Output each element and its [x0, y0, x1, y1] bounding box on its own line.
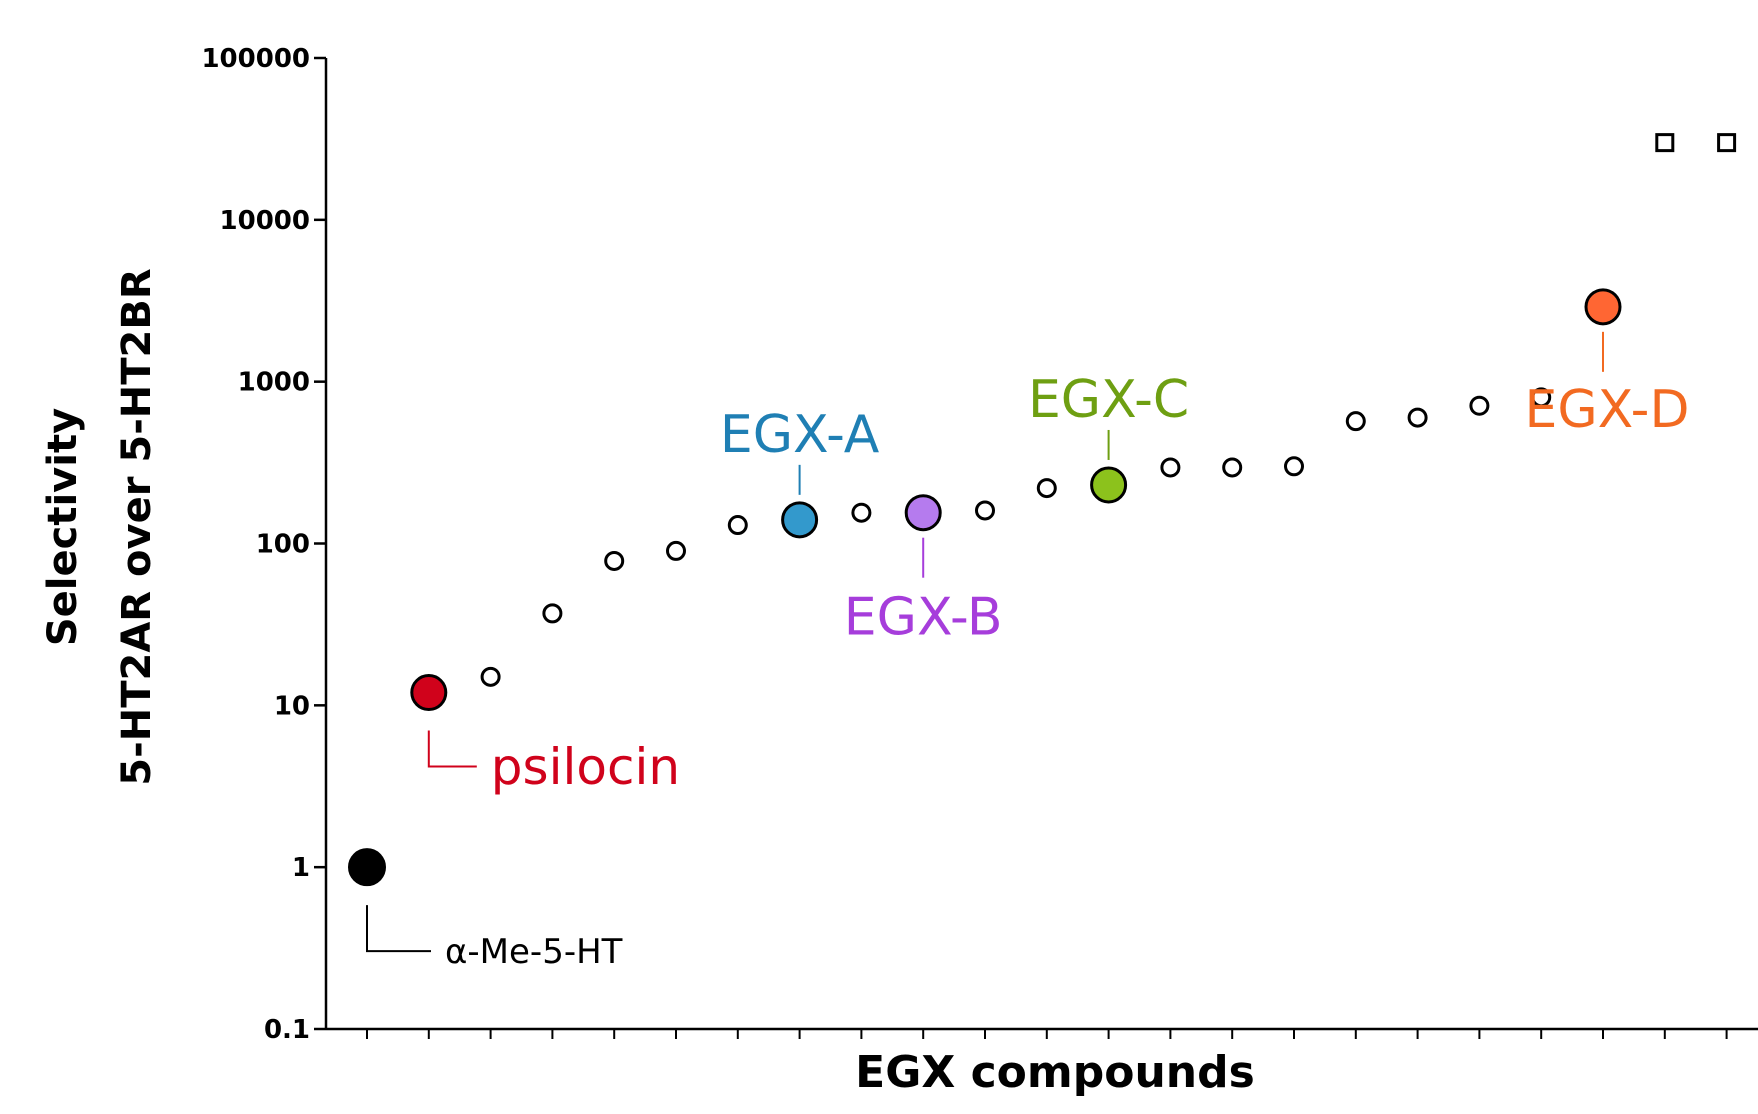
data-point-open-circle	[1345, 411, 1366, 432]
data-point-open-circle	[975, 500, 995, 521]
annotation-label: psilocin	[491, 738, 680, 796]
data-point-open-circle	[1222, 457, 1243, 478]
data-point-highlight	[904, 494, 942, 532]
point-annotations: α-Me-5-HT psilocin EGX-A EGX-B EGX-C EGX-D	[366, 331, 1690, 972]
annotation-label: α-Me-5-HT	[445, 932, 623, 972]
y-axis-ticks: 0.1 1 10 100 1000 10000 100000	[201, 44, 326, 1045]
annotation-label: EGX-B	[844, 588, 1003, 648]
data-point-reference	[348, 848, 386, 887]
y-axis-title-line1: Selectivity	[40, 408, 86, 646]
data-point-open-circle	[1284, 456, 1304, 477]
data-point-open-circle	[666, 540, 686, 561]
y-tick-label: 10000	[220, 206, 310, 236]
x-axis-title: EGX compounds	[855, 1047, 1255, 1098]
data-point-open-circle	[480, 666, 501, 687]
x-axis-ticks	[366, 1029, 1728, 1039]
data-point-open-circle	[727, 515, 748, 536]
data-point-open-square	[1655, 133, 1675, 153]
y-tick-label: 1	[292, 853, 310, 883]
y-tick-label: 10	[274, 691, 310, 721]
axes	[324, 58, 1758, 1031]
data-point-highlight	[781, 501, 819, 539]
data-point-open-circle	[1160, 457, 1181, 478]
data-points	[348, 133, 1737, 887]
data-point-highlight	[1090, 466, 1128, 504]
annotation-leader-line	[366, 905, 431, 953]
y-tick-label: 100000	[201, 44, 310, 74]
y-tick-label: 100	[256, 530, 310, 560]
data-point-open-circle	[851, 502, 872, 523]
y-axis-title-line2: 5-HT2AR over 5-HT2BR	[114, 268, 160, 785]
y-tick-label: 1000	[238, 368, 310, 398]
y-tick-label: 0.1	[264, 1015, 310, 1045]
annotation-label: EGX-D	[1525, 380, 1690, 440]
data-point-open-circle	[1036, 478, 1057, 499]
data-point-highlight	[410, 674, 448, 712]
data-point-open-circle	[542, 603, 563, 624]
annotation-label: EGX-A	[720, 405, 880, 465]
data-point-open-circle	[1407, 407, 1428, 428]
data-point-highlight	[1584, 288, 1622, 326]
data-point-open-circle	[1469, 395, 1490, 416]
data-point-open-square	[1717, 133, 1737, 153]
data-point-open-circle	[1531, 387, 1552, 408]
annotation-leader-line	[427, 730, 477, 768]
annotation-label: EGX-C	[1028, 370, 1189, 430]
data-point-open-circle	[604, 550, 625, 571]
